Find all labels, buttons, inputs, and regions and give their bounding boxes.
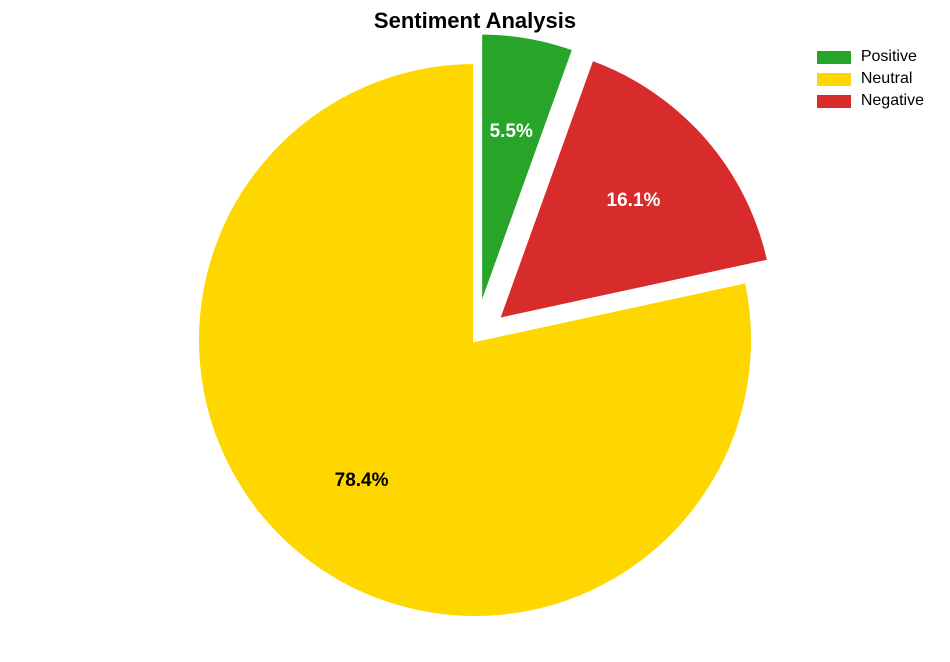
legend-swatch [817,51,851,64]
legend: Positive Neutral Negative [817,48,924,114]
legend-swatch [817,95,851,108]
pie-chart [0,0,950,662]
legend-label: Neutral [861,70,913,88]
legend-swatch [817,73,851,86]
legend-item-negative: Negative [817,92,924,110]
legend-label: Negative [861,92,924,110]
legend-item-neutral: Neutral [817,70,924,88]
legend-item-positive: Positive [817,48,924,66]
chart-container: Sentiment Analysis PositiveNeutralNegati… [0,0,950,662]
legend-label: Positive [861,48,917,66]
